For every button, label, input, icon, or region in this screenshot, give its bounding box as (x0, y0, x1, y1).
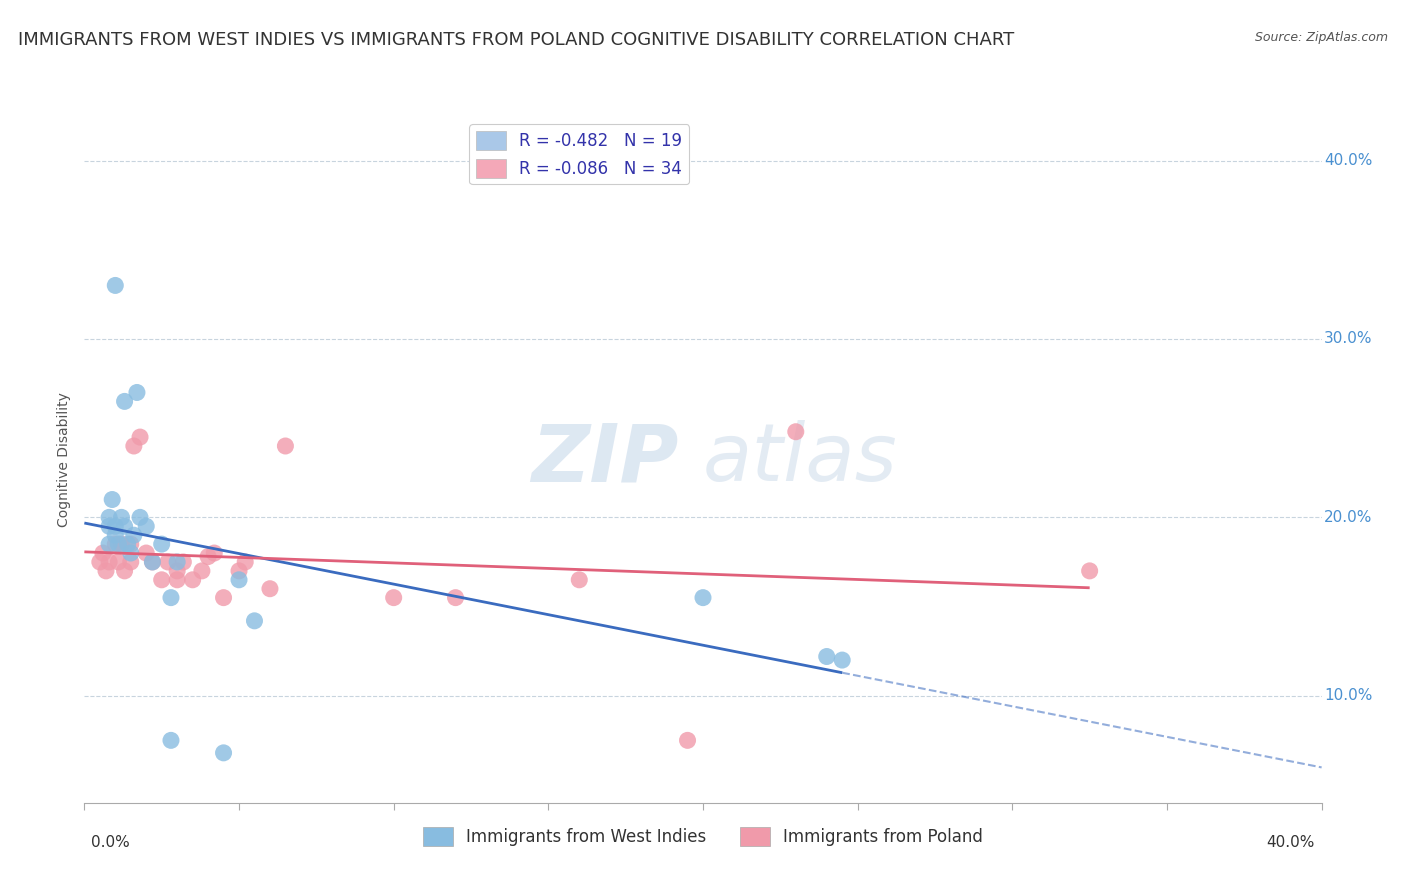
Point (228, 573, 250, 587)
Point (122, 439, 145, 453)
Y-axis label: Cognitive Disability: Cognitive Disability (58, 392, 72, 527)
Point (212, 591, 235, 605)
Text: 30.0%: 30.0% (1324, 332, 1372, 346)
Text: 40.0%: 40.0% (1324, 153, 1372, 168)
Point (831, 653, 853, 667)
Point (156, 555, 179, 569)
Text: 20.0%: 20.0% (1324, 510, 1372, 524)
Point (568, 573, 591, 587)
Point (274, 439, 297, 453)
Point (150, 573, 173, 587)
Point (129, 430, 152, 444)
Point (107, 537, 129, 551)
Point (444, 591, 467, 605)
Point (89, 555, 111, 569)
Point (129, 510, 152, 524)
Text: atlas: atlas (703, 420, 898, 499)
Point (94, 564, 117, 578)
Point (160, 733, 183, 747)
Point (98, 510, 121, 524)
Text: Source: ZipAtlas.com: Source: ZipAtlas.com (1254, 31, 1388, 45)
Point (160, 591, 183, 605)
Point (120, 537, 142, 551)
Point (382, 591, 405, 605)
Point (104, 528, 127, 542)
Point (114, 394, 136, 409)
Point (1078, 564, 1101, 578)
Point (243, 614, 266, 628)
Point (172, 555, 194, 569)
Legend: Immigrants from West Indies, Immigrants from Poland: Immigrants from West Indies, Immigrants … (416, 820, 990, 853)
Point (212, 746, 235, 760)
Text: 10.0%: 10.0% (1324, 689, 1372, 703)
Point (197, 549, 219, 564)
Point (150, 537, 173, 551)
Point (676, 733, 699, 747)
Point (785, 425, 807, 439)
Point (166, 555, 188, 569)
Point (191, 564, 214, 578)
Point (104, 519, 127, 533)
Text: 40.0%: 40.0% (1267, 836, 1315, 850)
Point (181, 573, 204, 587)
Point (114, 564, 136, 578)
Point (117, 537, 139, 551)
Point (692, 591, 714, 605)
Point (104, 278, 127, 293)
Point (166, 573, 188, 587)
Point (122, 528, 145, 542)
Point (125, 385, 148, 400)
Legend: R = -0.482   N = 19, R = -0.086   N = 34: R = -0.482 N = 19, R = -0.086 N = 34 (470, 124, 689, 185)
Point (815, 649, 838, 664)
Point (114, 519, 136, 533)
Point (98, 555, 121, 569)
Point (141, 555, 163, 569)
Point (98, 537, 121, 551)
Point (110, 537, 132, 551)
Point (91, 546, 114, 560)
Point (228, 564, 250, 578)
Point (104, 537, 127, 551)
Text: ZIP: ZIP (531, 420, 678, 499)
Point (120, 546, 142, 560)
Point (107, 555, 129, 569)
Point (141, 555, 163, 569)
Point (135, 519, 157, 533)
Point (233, 555, 256, 569)
Point (120, 555, 142, 569)
Point (259, 582, 281, 596)
Point (135, 546, 157, 560)
Text: IMMIGRANTS FROM WEST INDIES VS IMMIGRANTS FROM POLAND COGNITIVE DISABILITY CORRE: IMMIGRANTS FROM WEST INDIES VS IMMIGRANT… (18, 31, 1015, 49)
Point (202, 546, 225, 560)
Point (166, 564, 188, 578)
Point (101, 492, 124, 507)
Point (98, 519, 121, 533)
Point (110, 510, 132, 524)
Text: 0.0%: 0.0% (91, 836, 131, 850)
